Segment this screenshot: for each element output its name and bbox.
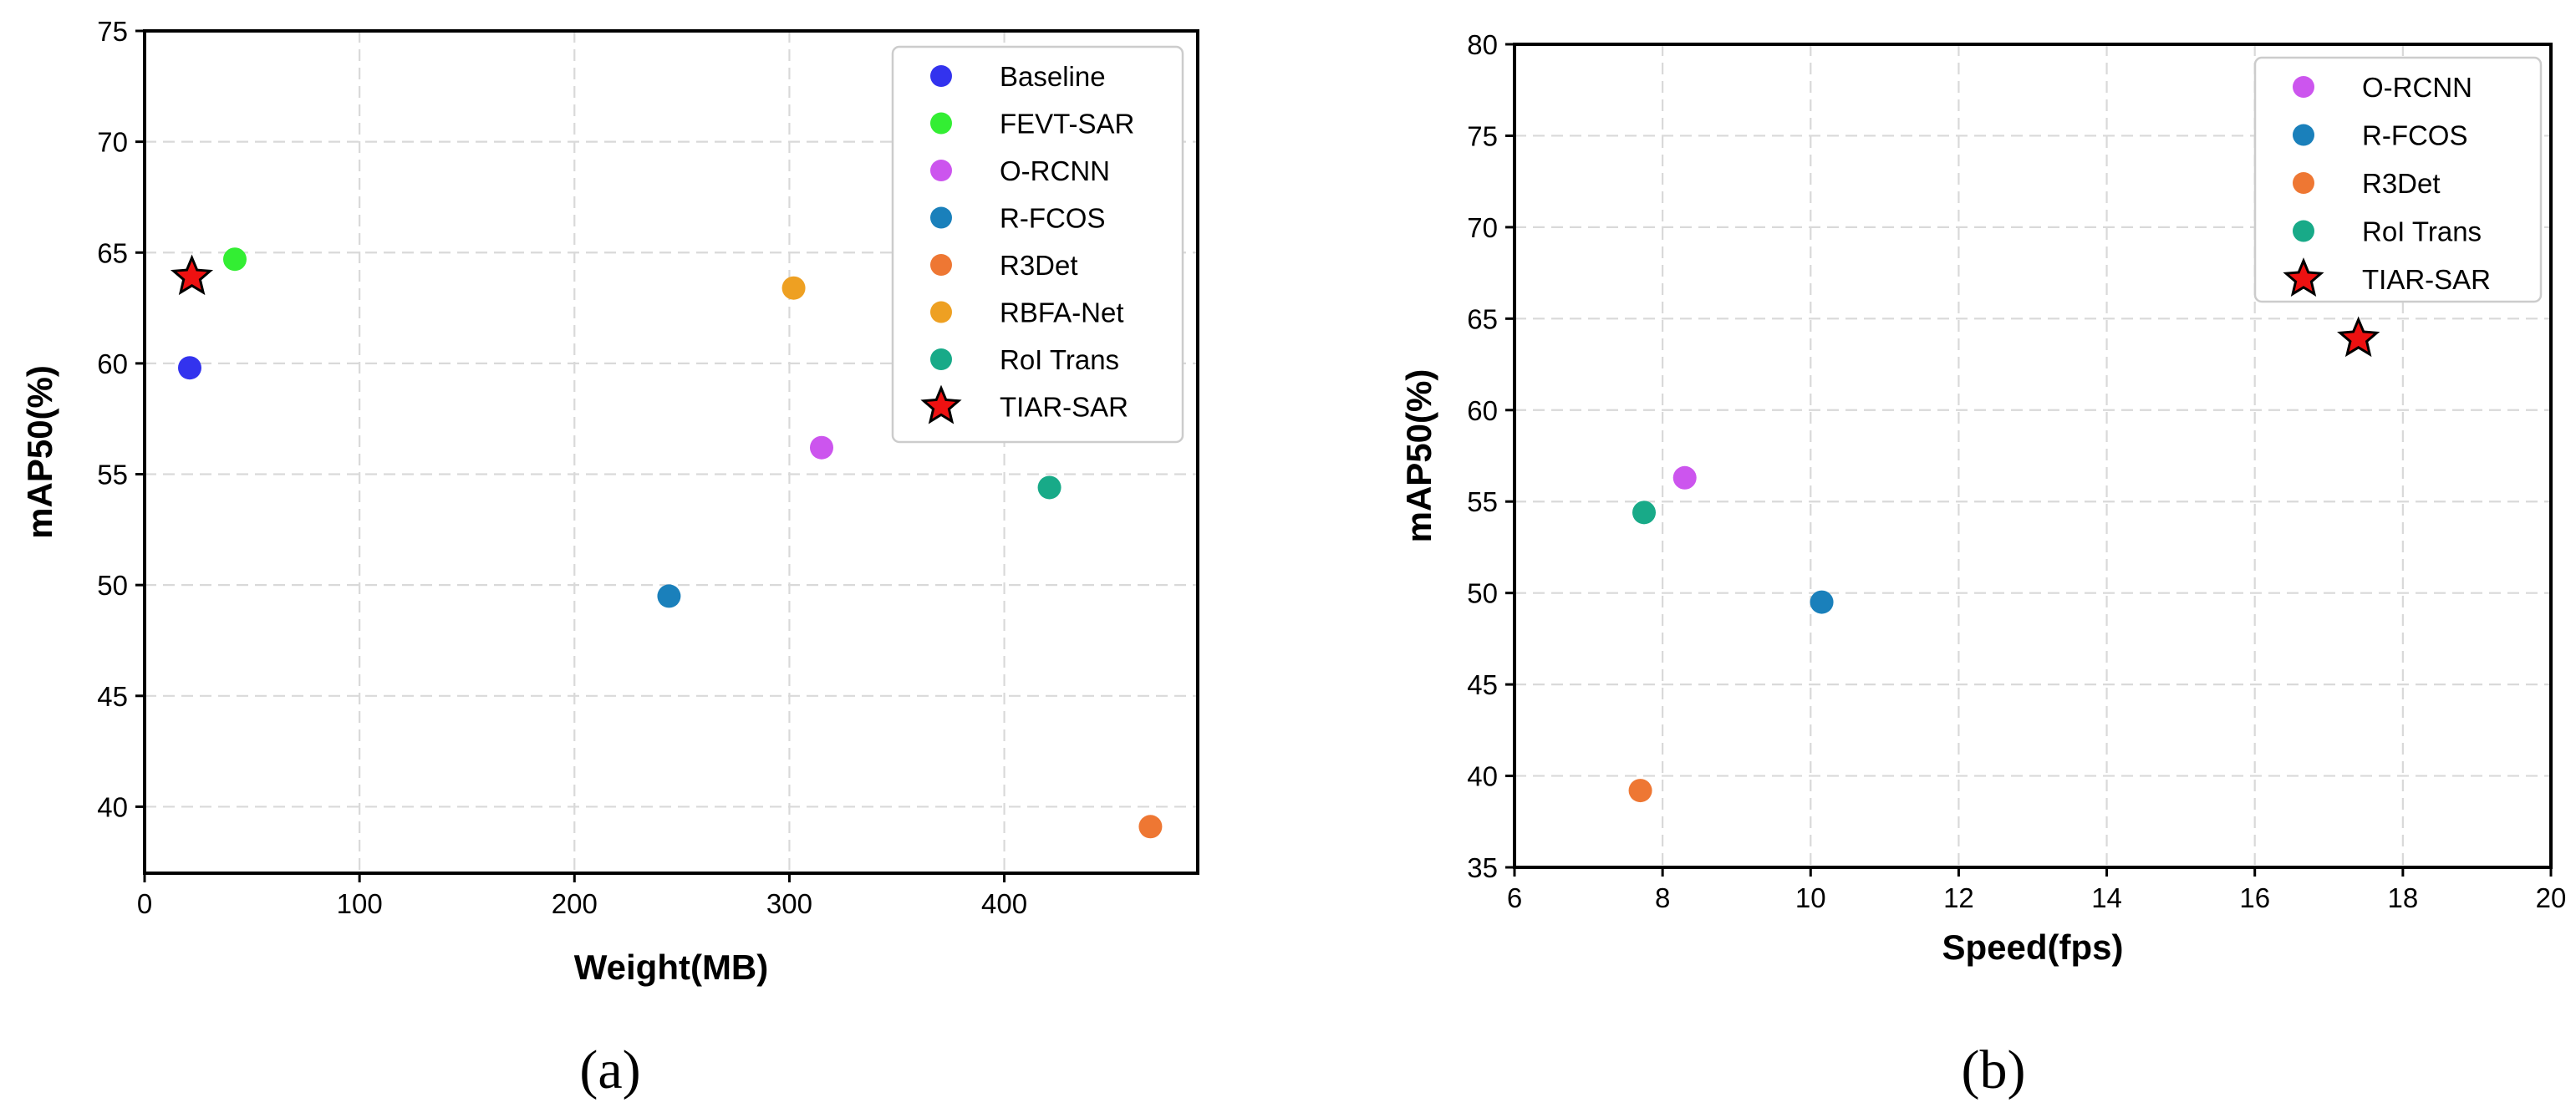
y-axis-label: mAP50(%) [20,365,59,539]
data-baseline-point [178,356,201,380]
legend-fevt-sar-point [930,112,952,135]
y-tick-label: 75 [97,16,128,47]
y-tick-label: 50 [97,570,128,601]
x-tick-label: 14 [2091,882,2122,913]
y-tick-label: 80 [1467,29,1498,60]
y-tick-label: 70 [1467,212,1498,243]
legend-r3det-point [930,254,952,276]
legend-label-roi-trans: RoI Trans [2362,216,2482,247]
x-axis-label: Speed(fps) [1942,928,2123,967]
y-tick-label: 65 [1467,303,1498,334]
data-r3det-point [1628,779,1652,803]
data-roi-trans-point [1632,501,1656,525]
x-tick-label: 12 [1943,882,1974,913]
legend-label-o-rcnn: O-RCNN [1000,155,1110,186]
legend-label-r3det: R3Det [1000,250,1078,281]
y-tick-label: 60 [1467,395,1498,426]
data-r-fcos-point [1810,590,1834,614]
legend-r-fcos-point [930,206,952,229]
y-tick-label: 70 [97,127,128,158]
x-tick-label: 100 [337,888,383,919]
y-tick-label: 60 [97,348,128,379]
y-tick-label: 55 [1467,486,1498,517]
data-roi-trans-point [1037,475,1061,500]
legend: O-RCNN R-FCOS R3Det RoI Trans TIAR-SAR [2253,56,2543,303]
x-axis-label: Weight(MB) [574,948,769,987]
panel-caption: (b) [1962,1039,2026,1100]
legend-roi-trans-point [930,348,952,370]
legend-r-fcos-point [2293,124,2314,146]
x-tick-label: 16 [2239,882,2270,913]
legend-label-tiar-sar: TIAR-SAR [1000,392,1128,423]
data-o-rcnn-point [810,435,833,460]
panel-caption: (a) [579,1039,640,1100]
legend-roi-trans-point [2293,220,2314,242]
x-tick-label: 18 [2387,882,2418,913]
legend-label-rbfa-net: RBFA-Net [1000,297,1124,328]
legend-rbfa-net-point [930,301,952,323]
x-tick-label: 6 [1507,882,1522,913]
data-r3det-point [1138,815,1163,839]
legend-label-baseline: Baseline [1000,61,1106,92]
plot-frame [143,29,1199,875]
y-tick-label: 40 [97,791,128,822]
legend-label-roi-trans: RoI Trans [1000,344,1119,375]
data-fevt-sar-point [223,247,247,272]
chart-panel-a: 0 100 200 300 400 40 45 50 55 60 65 70 75 Weight(MB) m… [20,16,1199,1100]
data-tiar-sar-star [2337,316,2380,358]
y-tick-label: 35 [1467,852,1498,883]
legend-tiar-sar-star [2283,257,2324,297]
x-tick-label: 200 [552,888,598,919]
legend-box [891,45,1184,444]
y-tick-label: 45 [1467,669,1498,700]
x-tick-label: 0 [137,888,152,919]
y-tick-label: 40 [1467,761,1498,792]
y-tick-label: 45 [97,681,128,712]
legend-box [2253,56,2543,303]
x-tick-label: 8 [1655,882,1670,913]
y-tick-label: 50 [1467,578,1498,609]
x-tick-label: 10 [1795,882,1826,913]
legend-label-r3det: R3Det [2362,168,2441,199]
x-tick-label: 20 [2536,882,2567,913]
y-tick-label: 65 [97,237,128,268]
legend-baseline-point [930,65,952,87]
data-tiar-sar-star [170,254,214,296]
data-rbfa-net-point [781,276,806,300]
y-tick-label: 75 [1467,120,1498,151]
y-axis-label: mAP50(%) [1399,369,1438,543]
chart-panel-b: 6 8 10 12 14 16 18 20 35 40 45 50 55 60 65 70 75 80 Speed(… [1399,29,2566,1100]
plot-frame [1513,43,2553,869]
x-tick-label: 400 [981,888,1027,919]
x-tick-label: 300 [766,888,812,919]
y-tick-label: 55 [97,460,128,490]
legend-label-r-fcos: R-FCOS [1000,203,1106,234]
legend-o-rcnn-point [2293,76,2314,98]
legend-label-o-rcnn: O-RCNN [2362,72,2472,103]
legend-tiar-sar-star [920,384,962,424]
legend: Baseline FEVT-SAR O-RCNN R-FCOS R3Det RBFA-Ne… [891,45,1184,444]
legend-r3det-point [2293,172,2314,194]
legend-o-rcnn-point [930,160,952,181]
legend-label-fevt-sar: FEVT-SAR [1000,109,1134,140]
data-r-fcos-point [657,584,681,608]
legend-label-r-fcos: R-FCOS [2362,120,2468,151]
legend-label-tiar-sar: TIAR-SAR [2362,264,2491,295]
data-o-rcnn-point [1672,465,1697,490]
